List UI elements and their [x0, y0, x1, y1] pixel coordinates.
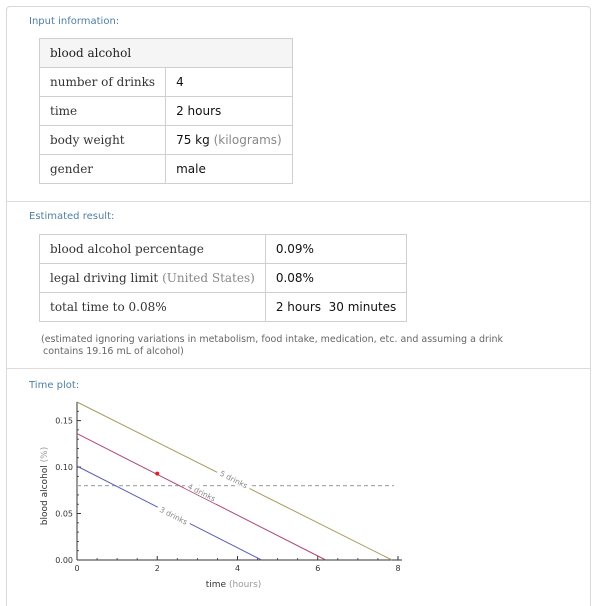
- result-note: (estimated ignoring variations in metabo…: [41, 334, 561, 358]
- limit-qualifier: (United States): [162, 271, 255, 285]
- bac-label: blood alcohol percentage: [39, 234, 266, 264]
- table-row: gender male: [38, 154, 293, 184]
- bac-value: 0.09%: [264, 234, 408, 264]
- pod-divider: [7, 368, 590, 369]
- series-label: 3 drinks: [158, 505, 189, 527]
- result-frame: Input information: blood alcohol number …: [6, 6, 591, 606]
- y-tick-label: 0.10: [55, 463, 73, 472]
- time-label: time: [38, 96, 167, 126]
- note-line-2: contains 19.16 mL of alcohol): [43, 346, 184, 357]
- total-time-label: total time to 0.08%: [39, 292, 266, 322]
- drinks-value: 4: [165, 67, 293, 97]
- note-line-1: (estimated ignoring variations in metabo…: [41, 334, 504, 345]
- series-label: 5 drinks: [218, 469, 249, 491]
- y-tick-label: 0.05: [55, 510, 73, 519]
- table-row: number of drinks 4: [38, 67, 293, 97]
- input-table-header-row: blood alcohol: [39, 38, 293, 68]
- table-row: blood alcohol percentage 0.09%: [39, 234, 408, 264]
- input-table-header: blood alcohol: [39, 38, 293, 68]
- y-tick-label: 0.00: [55, 556, 73, 565]
- drinks-label: number of drinks: [38, 67, 167, 97]
- table-row: total time to 0.08% 2 hours 30 minutes: [39, 292, 408, 322]
- gender-value: male: [165, 154, 293, 184]
- x-axis-label: time (hours): [206, 580, 262, 590]
- series-label-bg: [183, 479, 221, 504]
- input-table: blood alcohol number of drinks 4 time 2 …: [38, 38, 293, 184]
- x-tick-label: 2: [155, 564, 160, 573]
- weight-unit: (kilograms): [213, 133, 282, 147]
- x-tick-label: 4: [235, 564, 240, 573]
- series-line-4-drinks: [76, 433, 326, 561]
- plot-pod-title: Time plot:: [29, 380, 80, 391]
- x-tick-label: 8: [395, 564, 400, 573]
- weight-value: 75 kg (kilograms): [165, 125, 293, 155]
- y-axis-label: blood alcohol (%): [40, 447, 50, 525]
- x-tick-label: 0: [74, 564, 79, 573]
- x-tick-label: 6: [315, 564, 320, 573]
- series-label-bg: [155, 502, 193, 528]
- time-value: 2 hours: [165, 96, 293, 126]
- table-row: legal driving limit (United States) 0.08…: [39, 263, 408, 293]
- gender-label: gender: [38, 154, 167, 184]
- result-pod-title: Estimated result:: [29, 211, 115, 222]
- series-label-bg: [216, 466, 253, 491]
- result-table: blood alcohol percentage 0.09% legal dri…: [39, 234, 408, 322]
- total-time-value: 2 hours 30 minutes: [264, 292, 408, 322]
- pod-divider: [7, 201, 590, 202]
- limit-label: legal driving limit (United States): [39, 263, 266, 293]
- current-value-point: [155, 471, 160, 476]
- weight-label: body weight: [38, 125, 167, 155]
- y-tick-label: 0.15: [55, 417, 73, 426]
- table-row: time 2 hours: [38, 96, 293, 126]
- table-row: body weight 75 kg (kilograms): [38, 125, 293, 155]
- limit-value: 0.08%: [264, 263, 408, 293]
- input-pod-title: Input information:: [29, 16, 120, 27]
